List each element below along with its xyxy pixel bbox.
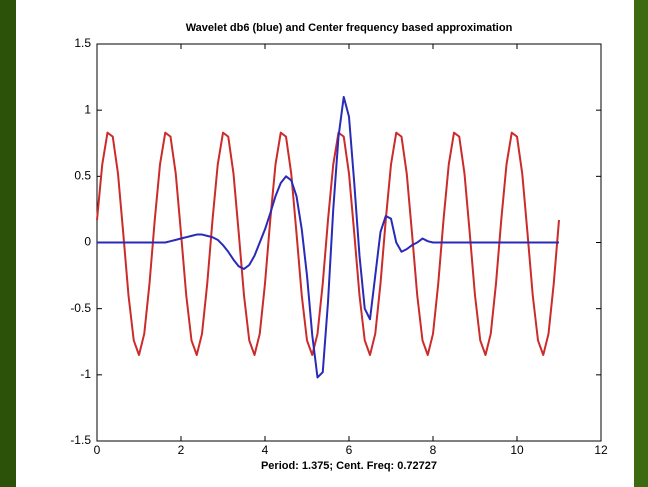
x-tick-label: 6: [346, 443, 353, 457]
y-tick-label: 1.5: [74, 36, 91, 50]
x-tick-label: 2: [178, 443, 185, 457]
y-tick-label: -1: [80, 367, 91, 381]
y-tick-label: 0: [84, 235, 91, 249]
data-line: [96, 131, 560, 356]
x-tick-label: 0: [94, 443, 101, 457]
y-tick-label: -0.5: [70, 301, 91, 315]
x-tick-label: 8: [430, 443, 437, 457]
y-tick-label: 0.5: [74, 169, 91, 183]
x-axis-label: Period: 1.375; Cent. Freq: 0.72727: [261, 460, 437, 472]
x-tick-label: 10: [510, 443, 524, 457]
y-tick-label: -1.5: [70, 433, 91, 447]
chart-title: Wavelet db6 (blue) and Center frequency …: [186, 22, 513, 34]
y-tick-label: 1: [84, 102, 91, 116]
x-tick-label: 4: [262, 443, 269, 457]
data-line: [97, 95, 559, 379]
x-tick-label: 12: [594, 443, 608, 457]
side-band: [0, 0, 16, 487]
